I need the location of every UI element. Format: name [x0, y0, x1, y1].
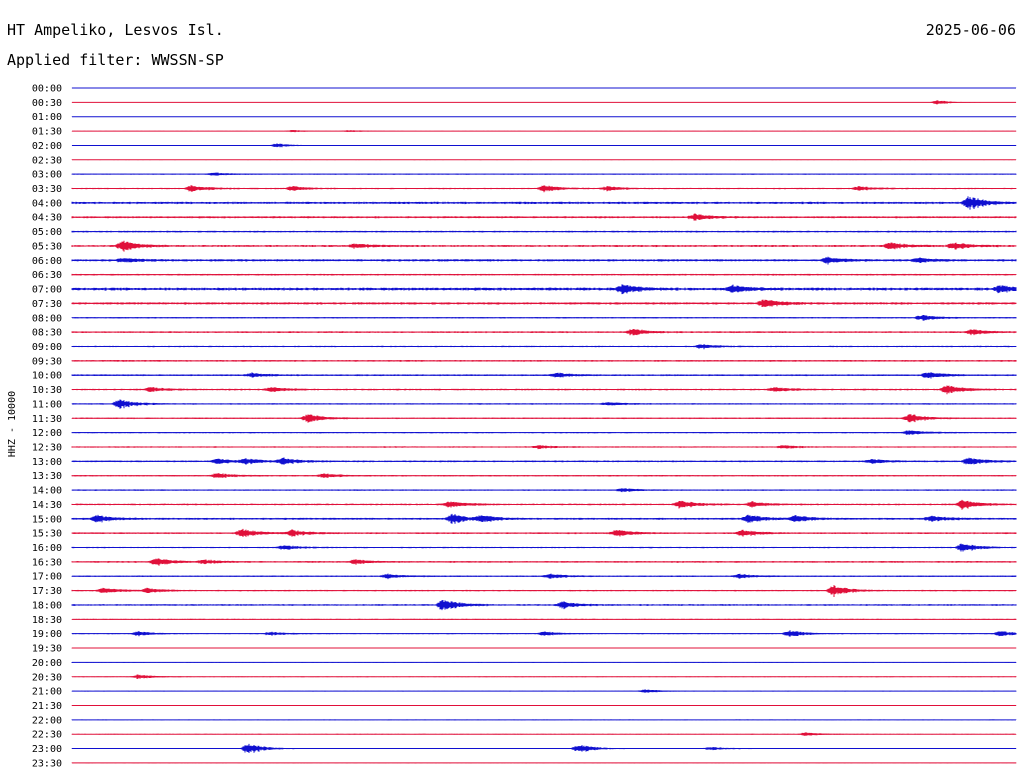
row-label: 20:30 [32, 672, 62, 683]
row-label: 01:30 [32, 127, 62, 138]
row-label: 18:00 [32, 600, 62, 611]
row-label: 23:00 [32, 744, 62, 755]
row-label: 19:30 [32, 644, 62, 655]
row-label: 11:30 [32, 414, 62, 425]
row-label: 13:00 [32, 457, 62, 468]
row-label: 05:30 [32, 241, 62, 252]
row-label: 22:30 [32, 730, 62, 741]
row-label: 03:00 [32, 170, 62, 181]
row-label: 04:30 [32, 213, 62, 224]
row-label: 17:00 [32, 572, 62, 583]
row-label: 11:00 [32, 399, 62, 410]
row-label: 07:30 [32, 299, 62, 310]
station-title: HT Ampeliko, Lesvos Isl. [7, 21, 224, 39]
row-label: 21:30 [32, 701, 62, 712]
row-label: 15:30 [32, 529, 62, 540]
row-label: 14:30 [32, 500, 62, 511]
row-label: 20:00 [32, 658, 62, 669]
row-label: 16:30 [32, 557, 62, 568]
y-axis-label: HHZ - 10000 [7, 391, 18, 457]
row-label: 22:00 [32, 715, 62, 726]
row-label: 10:00 [32, 371, 62, 382]
row-label: 03:30 [32, 184, 62, 195]
row-label: 14:00 [32, 486, 62, 497]
row-label: 08:30 [32, 328, 62, 339]
row-label: 13:30 [32, 471, 62, 482]
date-label: 2025-06-06 [925, 21, 1016, 39]
row-label: 21:00 [32, 687, 62, 698]
row-labels: 00:00 00:30 01:00 01:30 02:00 02:30 03:00 03:30… [32, 84, 62, 770]
row-label: 00:00 [32, 84, 62, 95]
row-label: 06:00 [32, 256, 62, 267]
row-label: 07:00 [32, 285, 62, 296]
row-label: 19:00 [32, 629, 62, 640]
row-label: 18:30 [32, 615, 62, 626]
row-label: 08:00 [32, 313, 62, 324]
row-label: 04:00 [32, 198, 62, 209]
row-label: 16:00 [32, 543, 62, 554]
row-label: 10:30 [32, 385, 62, 396]
row-label: 02:00 [32, 141, 62, 152]
row-label: 02:30 [32, 155, 62, 166]
row-label: 12:00 [32, 428, 62, 439]
row-label: 00:30 [32, 98, 62, 109]
row-label: 17:30 [32, 586, 62, 597]
row-label: 09:30 [32, 356, 62, 367]
row-label: 05:00 [32, 227, 62, 238]
row-label: 06:30 [32, 270, 62, 281]
trace-lines [71, 87, 1017, 764]
row-label: 01:00 [32, 112, 62, 123]
row-label: 15:00 [32, 514, 62, 525]
row-label: 12:30 [32, 443, 62, 454]
row-label: 23:30 [32, 758, 62, 769]
filter-label: Applied filter: WWSSN-SP [7, 51, 224, 69]
row-label: 09:00 [32, 342, 62, 353]
